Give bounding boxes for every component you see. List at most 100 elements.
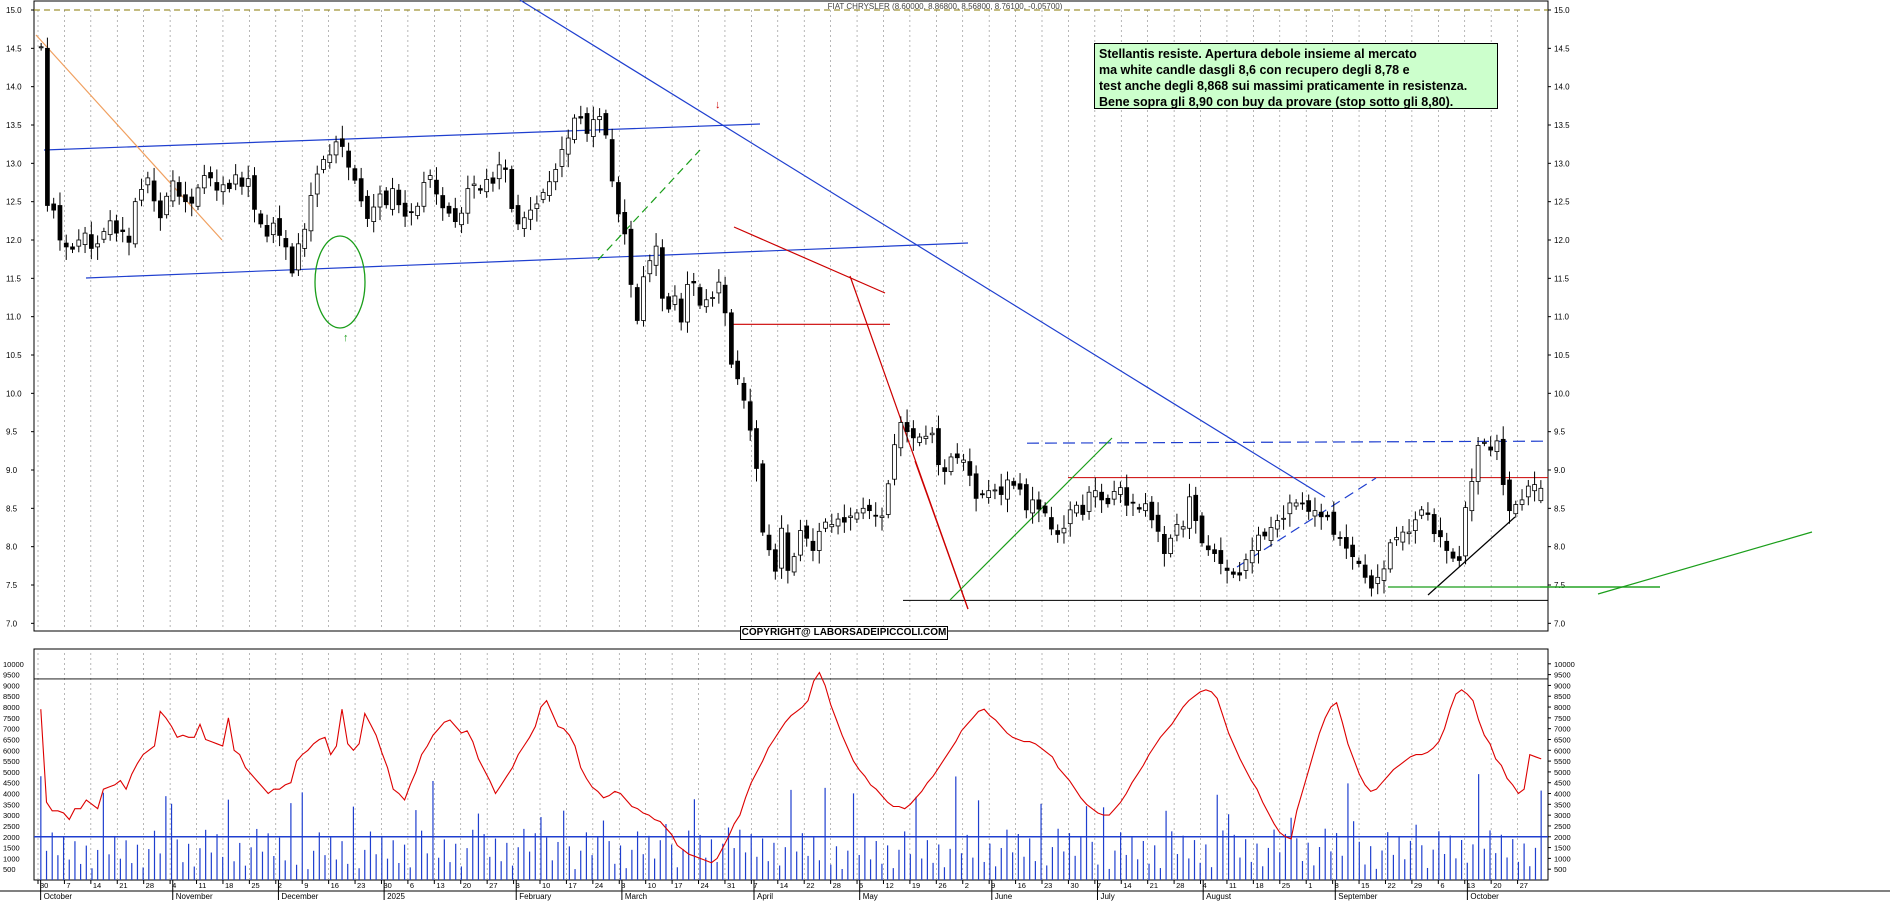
- candle-body: [170, 180, 176, 202]
- x-day-label: 13: [1467, 881, 1475, 890]
- volume-tick-label-right: 10000: [1554, 660, 1575, 669]
- candle-body: [1463, 507, 1468, 557]
- candle-body: [1111, 491, 1117, 500]
- volume-tick-label-right: 7000: [1554, 725, 1571, 734]
- candle-body: [1343, 537, 1349, 549]
- candle-body: [672, 295, 678, 305]
- candle-body: [553, 169, 559, 183]
- candle-body: [854, 512, 860, 520]
- price-tick-label-right: 11.5: [1554, 274, 1570, 283]
- candle-body: [998, 486, 1004, 495]
- x-month-label: February: [519, 892, 551, 901]
- candle-body: [948, 456, 954, 472]
- candle-body: [1293, 502, 1299, 507]
- candle-body: [289, 246, 295, 274]
- candle-body: [917, 436, 922, 443]
- candle-body: [164, 195, 169, 216]
- x-day-label: 28: [146, 881, 154, 890]
- volume-tick-label-left: 9000: [3, 681, 20, 690]
- x-day-label: 13: [436, 881, 444, 890]
- candle-body: [1055, 530, 1061, 535]
- candle-body: [1011, 481, 1017, 486]
- candle-body: [1306, 500, 1312, 512]
- x-day-label: 16: [331, 881, 339, 890]
- candle-body: [747, 401, 753, 431]
- candle-body: [528, 209, 533, 220]
- candle-body: [1425, 512, 1431, 515]
- candle-body: [352, 168, 358, 181]
- volume-tick-label-right: 7500: [1554, 714, 1571, 723]
- candle-body: [509, 169, 515, 209]
- x-day-label: 23: [357, 881, 365, 890]
- x-day-label: 21: [1150, 881, 1158, 890]
- highlight-ellipse: [314, 235, 366, 329]
- candle-body: [176, 182, 182, 197]
- price-tick-label-right: 14.0: [1554, 83, 1570, 92]
- price-tick-label-right: 11.0: [1554, 313, 1570, 322]
- volume-tick-label-left: 2500: [3, 822, 20, 831]
- price-tick-label-right: 14.5: [1554, 44, 1570, 53]
- note-line-3: test anche degli 8,868 sui massimi prati…: [1099, 79, 1468, 93]
- candle-body: [1023, 484, 1029, 511]
- candle-body: [88, 234, 94, 249]
- candle-body: [57, 205, 63, 241]
- oscillator-line: [40, 671, 1542, 864]
- candle-body: [333, 141, 339, 156]
- candle-body: [270, 222, 276, 236]
- candle-body: [101, 231, 107, 240]
- candle-body: [923, 435, 929, 439]
- candle-body: [1042, 505, 1048, 514]
- x-day-label: 30: [383, 881, 391, 890]
- candle-body: [158, 200, 163, 219]
- candle-body: [1500, 438, 1506, 485]
- volume-tick-label-right: 8000: [1554, 703, 1571, 712]
- volume-tick-label-left: 500: [3, 865, 16, 874]
- volume-tick-label-left: 3500: [3, 800, 20, 809]
- candle-body: [1249, 550, 1255, 564]
- candle-body: [816, 530, 822, 551]
- candle-body: [1143, 503, 1148, 512]
- x-day-label: 11: [199, 881, 207, 890]
- x-day-label: 7: [753, 881, 757, 890]
- candle-body: [1400, 531, 1406, 543]
- x-month-label: November: [176, 892, 213, 901]
- candle-body: [616, 182, 621, 215]
- candle-body: [120, 229, 126, 232]
- candle-body: [107, 220, 113, 236]
- price-tick-label-right: 12.5: [1554, 198, 1570, 207]
- candle-body: [986, 490, 992, 499]
- candle-body: [490, 177, 496, 184]
- candle-body: [183, 194, 188, 203]
- candle-body: [1488, 446, 1494, 451]
- x-day-label: 20: [463, 881, 471, 890]
- price-tick-label-left: 14.0: [6, 83, 22, 92]
- candle-body: [779, 527, 784, 569]
- candle-body: [622, 211, 628, 235]
- x-month-label: March: [625, 892, 647, 901]
- x-day-label: 19: [912, 881, 920, 890]
- candle-body: [860, 507, 866, 514]
- candle-body: [992, 489, 998, 492]
- volume-tick-label-right: 1500: [1554, 844, 1571, 853]
- x-day-label: 18: [1255, 881, 1263, 890]
- x-month-label: October: [44, 892, 73, 901]
- candle-body: [559, 149, 565, 167]
- candle-body: [189, 196, 195, 204]
- candle-body: [421, 182, 427, 207]
- candle-body: [1431, 514, 1437, 535]
- candle-body: [76, 239, 82, 247]
- candle-body: [515, 205, 521, 225]
- x-day-label: 7: [1097, 881, 1101, 890]
- price-tick-label-right: 8.5: [1554, 504, 1566, 513]
- volume-tick-label-left: 2000: [3, 833, 20, 842]
- x-day-label: 27: [489, 881, 497, 890]
- candle-body: [1312, 510, 1318, 517]
- volume-tick-label-right: 5000: [1554, 768, 1571, 777]
- volume-tick-label-left: 4000: [3, 790, 20, 799]
- candle-body: [38, 46, 44, 49]
- candle-body: [496, 164, 502, 180]
- candle-body: [929, 432, 935, 436]
- candle-body: [1262, 531, 1268, 537]
- candle-body: [427, 175, 433, 180]
- candle-body: [321, 159, 326, 170]
